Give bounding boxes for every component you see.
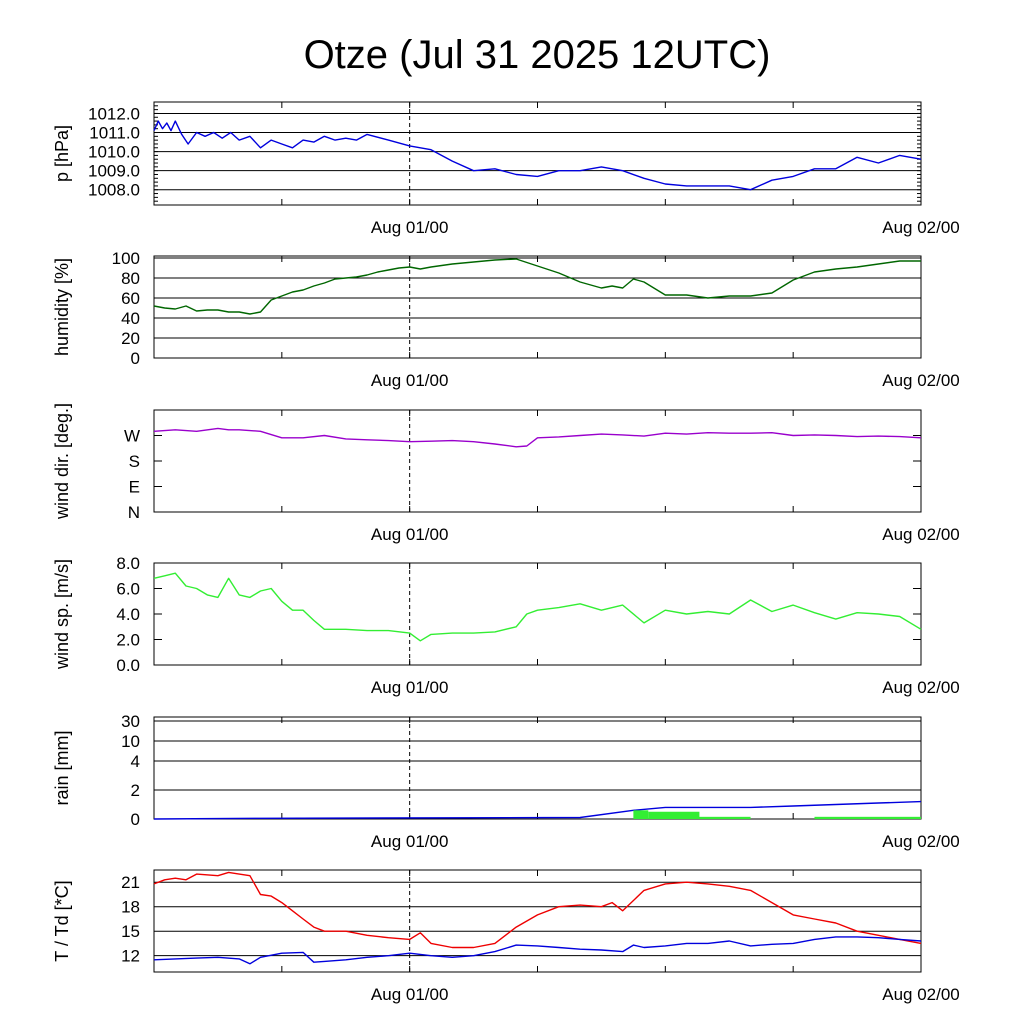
series-line-0 [153,572,922,642]
y-axis-label: T / Td [*C] [52,880,72,961]
y-tick-label: 1012.0 [88,104,140,123]
y-tick-label: 0.0 [116,656,140,675]
panel-frame [153,869,922,973]
y-tick-label: 2 [131,781,140,800]
x-tick-label: Aug 02/00 [882,218,960,237]
y-axis-label: wind sp. [m/s] [52,559,72,670]
panel-3: 0.0 2.0 4.0 6.0 8.0 Aug 01/00 Aug 02/00 wind sp… [52,554,960,697]
y-axis-label: humidity [%] [52,258,72,356]
x-tick-label: Aug 02/00 [882,985,960,1004]
series-line-0 [153,258,921,315]
y-tick-label: 30 [121,712,140,731]
y-tick-label: 8.0 [116,554,140,573]
y-tick-label: 0 [131,810,140,829]
rain-bar [633,810,649,819]
rain-bar [665,816,751,819]
y-tick-label: 0 [131,349,140,368]
x-tick-label: Aug 01/00 [371,525,449,544]
x-tick-label: Aug 01/00 [371,985,449,1004]
x-tick-label: Aug 02/00 [882,832,960,851]
series-line-0 [153,427,922,448]
x-tick-label: Aug 02/00 [882,678,960,697]
y-tick-label: 2.0 [116,631,140,650]
y-tick-label: 40 [121,309,140,328]
series-line-0 [153,800,922,820]
y-tick-label: 20 [121,329,140,348]
chart-title: Otze (Jul 31 2025 12UTC) [304,33,771,77]
x-tick-label: Aug 01/00 [371,218,449,237]
y-tick-label: 1010.0 [88,143,140,162]
y-tick-label: 60 [121,289,140,308]
y-tick-label: 10 [121,732,140,751]
y-tick-label: S [129,452,140,471]
y-tick-label: 6.0 [116,580,140,599]
y-tick-label: 1011.0 [89,124,140,143]
y-tick-label: 15 [121,922,140,941]
y-axis-label: rain [mm] [52,730,72,805]
y-tick-label: E [129,478,140,497]
y-tick-label: 21 [121,873,140,892]
x-tick-label: Aug 01/00 [371,832,449,851]
rain-bar [648,811,700,819]
panel-frame [153,562,922,666]
y-tick-label: 18 [121,898,140,917]
series-line-1 [153,936,922,965]
panel-frame [153,409,922,513]
y-tick-label: 4.0 [116,605,140,624]
panel-frame [153,716,922,820]
panel-frame [153,255,922,359]
x-tick-label: Aug 01/00 [371,678,449,697]
y-tick-label: 80 [121,269,140,288]
x-tick-label: Aug 02/00 [882,525,960,544]
panel-5: 12 15 18 21 Aug 01/00 Aug 02/00 T / Td [*C] [52,869,960,1004]
y-axis-label: p [hPa] [52,125,72,182]
rain-bar [814,816,921,819]
y-tick-label: 100 [112,249,140,268]
y-tick-label: 12 [121,947,140,966]
series-line-0 [153,120,922,191]
y-axis-label: wind dir. [deg.] [52,403,72,520]
y-tick-label: W [124,427,140,446]
y-tick-label: N [128,503,140,522]
x-tick-label: Aug 02/00 [882,371,960,390]
series-line-0 [153,871,922,949]
y-tick-label: 1008.0 [88,181,140,200]
x-tick-label: Aug 01/00 [371,371,449,390]
y-tick-label: 4 [131,752,140,771]
y-tick-label: 1009.0 [88,162,140,181]
